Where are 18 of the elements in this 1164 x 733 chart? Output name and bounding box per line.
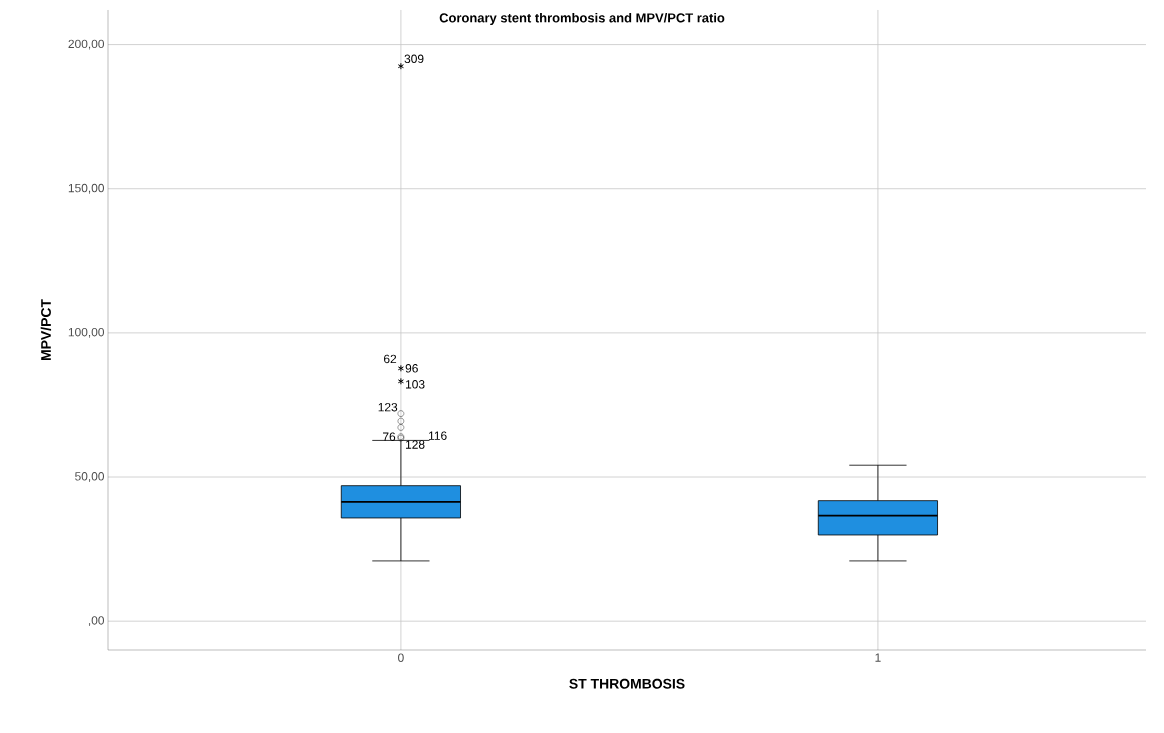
y-tick-label: 50,00 xyxy=(75,472,105,482)
y-tick-label: ,00 xyxy=(88,616,105,627)
annotation: 103 xyxy=(406,380,425,389)
y-tick-label: 200,00 xyxy=(68,39,105,50)
x-axis-title: ST THROMBOSIS xyxy=(569,678,685,689)
chart-title: Coronary stent thrombosis and MPV/PCT ratio xyxy=(439,12,725,26)
annotation: 309 xyxy=(404,54,424,63)
y-tick-label: 150,00 xyxy=(68,183,105,194)
annotation: 128 xyxy=(406,440,425,449)
annotation: 96 xyxy=(405,364,418,373)
annotation: 116 xyxy=(429,431,447,440)
annotation: 123 xyxy=(378,402,398,412)
y-axis-title: MPV/PCT xyxy=(40,299,52,361)
x-tick-label: 1 xyxy=(875,653,881,662)
y-tick-label: 100,00 xyxy=(68,327,105,338)
annotation: 62 xyxy=(384,354,397,364)
x-tick-label: 0 xyxy=(398,653,404,662)
annotation: 76 xyxy=(383,432,396,441)
